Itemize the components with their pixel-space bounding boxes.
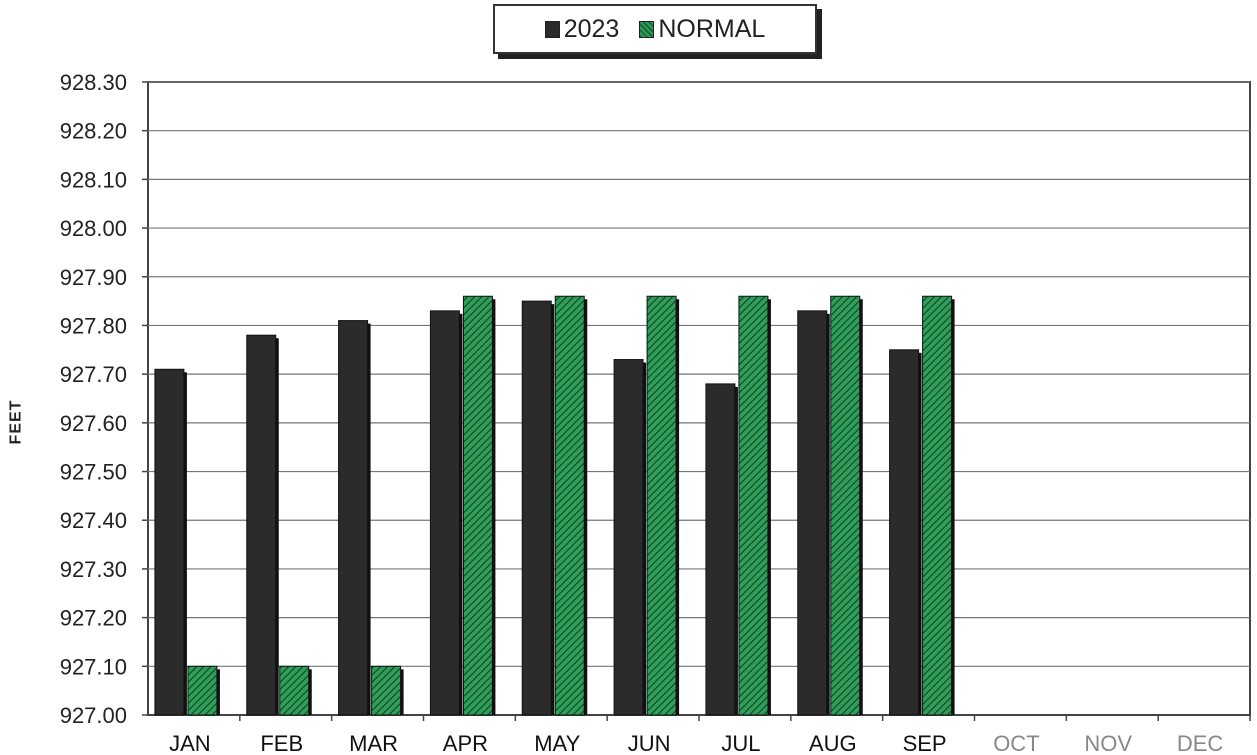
- x-tick-label: FEB: [260, 731, 303, 755]
- y-tick-label: 927.00: [60, 703, 127, 728]
- x-tick-label: NOV: [1084, 731, 1132, 755]
- bar-2023: [705, 383, 736, 716]
- bar-normal: [830, 295, 861, 716]
- x-tick-label: APR: [443, 731, 488, 755]
- y-tick-label: 927.70: [60, 362, 127, 387]
- y-tick-label: 927.50: [60, 460, 127, 485]
- legend-swatch-normal: [639, 20, 655, 38]
- bar-normal: [462, 295, 493, 716]
- bar-2023: [797, 310, 828, 716]
- bar-normal: [922, 295, 953, 716]
- y-tick-label: 928.00: [60, 216, 127, 241]
- legend-swatch-2023: [544, 20, 560, 38]
- bar-normal: [646, 295, 677, 716]
- bar-normal: [279, 665, 310, 716]
- bar-2023: [154, 368, 185, 716]
- legend-label-2023: 2023: [563, 14, 620, 43]
- bar-normal: [738, 295, 769, 716]
- legend: 2023 NORMAL: [493, 4, 817, 54]
- y-tick-label: 927.20: [60, 606, 127, 631]
- bar-normal: [371, 665, 402, 716]
- x-tick-label: MAR: [349, 731, 398, 755]
- plot-area: [147, 81, 1251, 716]
- y-tick-label: 928.10: [60, 167, 127, 192]
- y-tick-label: 927.90: [60, 265, 127, 290]
- x-tick-label: MAY: [534, 731, 580, 755]
- bar-2023: [889, 349, 920, 716]
- y-tick-label: 927.30: [60, 557, 127, 582]
- y-tick-label: 927.40: [60, 508, 127, 533]
- x-tick-label: SEP: [903, 731, 947, 755]
- bar-2023: [338, 320, 369, 716]
- legend-label-normal: NORMAL: [658, 14, 766, 43]
- bar-normal: [187, 665, 218, 716]
- x-tick-label: DEC: [1177, 731, 1224, 755]
- x-tick-label: JUN: [628, 731, 671, 755]
- y-tick-label: 927.60: [60, 411, 127, 436]
- y-tick-label: 928.20: [60, 119, 127, 144]
- x-tick-label: AUG: [809, 731, 857, 755]
- bar-2023: [613, 359, 644, 716]
- legend-item-2023: 2023: [544, 14, 620, 44]
- y-tick-label: 927.80: [60, 313, 127, 338]
- legend-item-normal: NORMAL: [639, 15, 765, 44]
- x-tick-label: OCT: [993, 731, 1039, 755]
- y-tick-label: 927.10: [60, 654, 127, 679]
- bar-2023: [246, 334, 277, 716]
- x-tick-label: JAN: [169, 731, 211, 755]
- bar-2023: [429, 310, 460, 716]
- bar-2023: [521, 300, 552, 716]
- bar-normal: [554, 295, 585, 716]
- y-tick-label: 928.30: [60, 70, 127, 95]
- x-tick-label: JUL: [721, 731, 760, 755]
